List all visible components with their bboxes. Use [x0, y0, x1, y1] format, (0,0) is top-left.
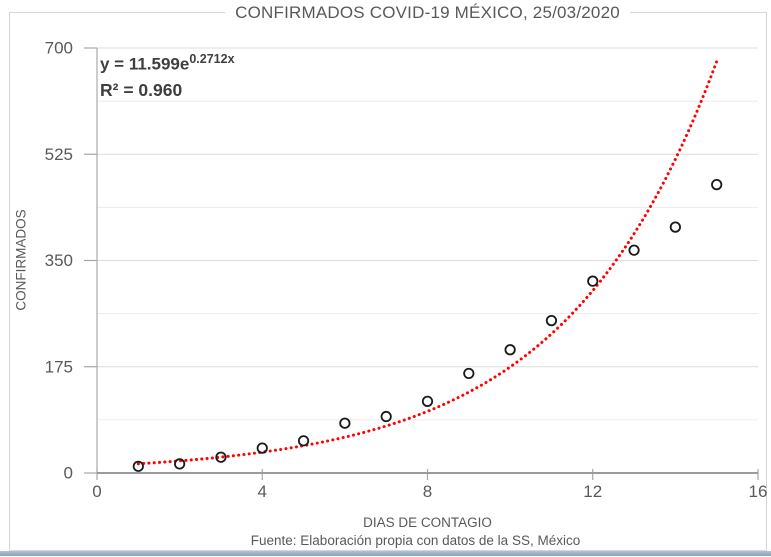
data-point: [504, 344, 516, 356]
x-tick-label: 8: [423, 482, 432, 501]
x-tick-label: 16: [749, 482, 768, 501]
y-axis-title: CONFIRMADOS: [13, 209, 29, 311]
data-point: [421, 395, 434, 407]
y-tick-label: 700: [45, 39, 73, 58]
data-point: [215, 451, 227, 463]
x-tick-label: 0: [92, 482, 101, 501]
data-point: [669, 221, 681, 233]
data-point: [545, 315, 558, 327]
x-tick-label: 12: [583, 482, 602, 501]
data-point: [587, 275, 599, 287]
title-row: CONFIRMADOS COVID-19 MÉXICO, 25/03/2020: [97, 3, 758, 23]
data-point: [132, 460, 144, 472]
data-point: [174, 458, 186, 470]
data-point: [380, 410, 392, 423]
data-point: [256, 442, 268, 454]
y-tick-label: 525: [45, 145, 73, 164]
equation-exponent: 0.2712x: [189, 52, 235, 66]
data-point: [463, 367, 475, 380]
data-point: [297, 435, 310, 447]
trendline-equation: y = 11.599e0.2712x R² = 0.960: [100, 47, 235, 104]
bottom-blue-bar: [0, 551, 771, 556]
source-note: Fuente: Elaboración propia con datos de …: [250, 533, 581, 548]
y-tick-label: 175: [45, 357, 73, 376]
equation-r-squared: R² = 0.960: [100, 79, 183, 100]
data-point: [628, 244, 640, 256]
chart-title: CONFIRMADOS COVID-19 MÉXICO, 25/03/2020: [225, 3, 630, 23]
data-point: [339, 417, 351, 429]
y-tick-label: 350: [45, 251, 73, 270]
equation-formula: y = 11.599e0.2712x: [100, 52, 235, 74]
data-point: [711, 179, 723, 191]
x-tick-label: 4: [258, 482, 267, 501]
y-tick-label: 0: [64, 464, 73, 483]
trendline: [136, 59, 719, 466]
x-axis-title: DIAS DE CONTAGIO: [363, 515, 492, 530]
